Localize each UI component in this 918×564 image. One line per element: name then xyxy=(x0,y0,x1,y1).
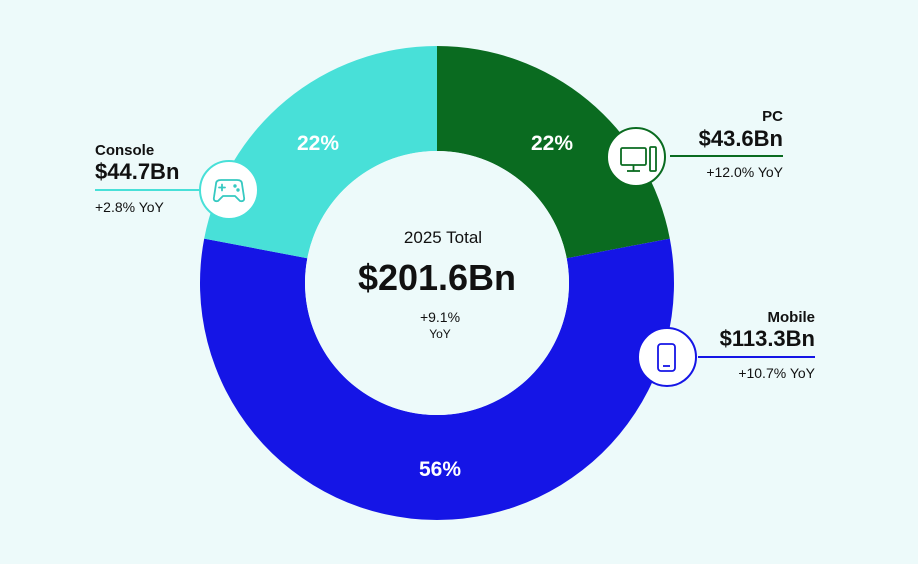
gamepad-icon xyxy=(212,179,246,203)
legend-mobile: Mobile $113.3Bn +10.7% YoY xyxy=(637,309,816,387)
slice-label-mobile: 56% xyxy=(419,458,461,481)
desktop-computer-icon xyxy=(620,146,657,172)
legend-mobile-value: $113.3Bn xyxy=(720,326,815,351)
slice-label-pc: 22% xyxy=(531,132,573,155)
legend-console-badge xyxy=(199,160,259,220)
legend-console-yoy: +2.8% YoY xyxy=(95,199,165,215)
donut-hole xyxy=(305,151,569,415)
legend-console-name: Console xyxy=(95,142,154,159)
slice-label-console: 22% xyxy=(297,132,339,155)
legend-mobile-yoy: +10.7% YoY xyxy=(738,365,815,381)
donut-slices xyxy=(199,46,674,520)
legend-pc-yoy: +12.0% YoY xyxy=(706,164,783,180)
legend-pc-value: $43.6Bn xyxy=(699,126,783,151)
legend-mobile-badge xyxy=(637,327,697,387)
legend-console-value: $44.7Bn xyxy=(95,159,179,184)
center-yoy: +9.1% xyxy=(420,309,460,325)
donut-slice-pc xyxy=(437,46,670,259)
legend-mobile-name: Mobile xyxy=(768,309,816,326)
legend-console: Console $44.7Bn +2.8% YoY xyxy=(95,142,259,220)
donut-slice-console xyxy=(204,46,437,259)
legend-pc-name: PC xyxy=(762,108,783,125)
center-yoy-unit: YoY xyxy=(429,327,451,341)
donut-slice-mobile xyxy=(199,238,674,520)
center-total-value: $201.6Bn xyxy=(358,257,516,298)
legend-pc: PC $43.6Bn +12.0% YoY xyxy=(606,108,784,187)
smartphone-icon xyxy=(657,343,676,372)
center-title: 2025 Total xyxy=(404,228,482,247)
